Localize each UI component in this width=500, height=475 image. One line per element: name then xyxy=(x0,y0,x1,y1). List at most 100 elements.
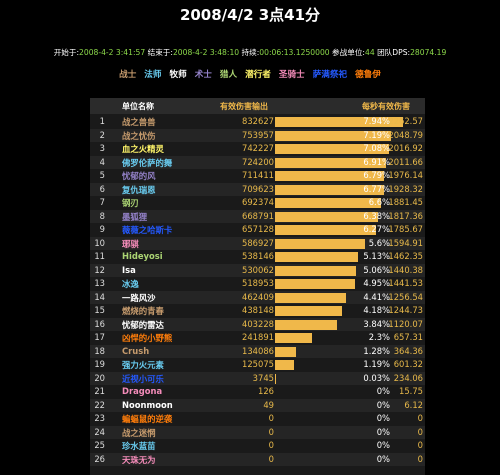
dps-value: 1976.14 xyxy=(388,170,423,180)
damage-percent: 6.77% xyxy=(363,183,390,194)
legend-item: 术士 xyxy=(194,70,212,80)
table-row: 26 天珠无为 0 0% 0 xyxy=(90,452,425,466)
table-row: 12 Isa 530062 5.06% 1440.38 xyxy=(90,263,425,277)
start-label: 开始于: xyxy=(53,48,80,57)
damage-percent: 0% xyxy=(376,413,390,423)
unit-name: 钢刃 xyxy=(122,198,139,208)
damage-bar xyxy=(275,265,357,276)
dps-value: 0 xyxy=(417,440,423,450)
unit-name: 佛罗伦萨的舞 xyxy=(122,157,173,168)
dps-value: 1440.38 xyxy=(388,264,423,275)
row-rank: 9 xyxy=(99,224,105,234)
table-row: 11 Hideyosi 538146 5.13% 1462.35 xyxy=(90,250,425,264)
start-value: 2008-4-2 3:41:57 xyxy=(79,48,146,57)
damage-percent: 5.06% xyxy=(363,264,390,275)
damage-bar xyxy=(275,225,377,235)
damage-value: 241891 xyxy=(242,332,274,342)
unit-name: Hideyosi xyxy=(122,251,163,261)
unit-name: 薇薇之哈斯卡 xyxy=(122,225,173,235)
row-rank: 26 xyxy=(94,453,105,464)
unit-name: 天珠无为 xyxy=(122,454,156,465)
damage-percent: 7.19% xyxy=(363,129,390,140)
row-rank: 12 xyxy=(94,264,105,275)
row-rank: 10 xyxy=(94,237,105,248)
end-value: 2008-4-2 3:48:10 xyxy=(172,48,240,57)
unit-name: 琊骐 xyxy=(122,238,139,249)
units-label: 参战单位: xyxy=(332,48,365,57)
row-rank: 15 xyxy=(94,305,105,315)
damage-value: 832627 xyxy=(242,116,274,126)
table-row: 19 强力火元素 125075 1.19% 601.32 xyxy=(90,358,425,372)
row-rank: 24 xyxy=(94,426,105,437)
info-bar: 开始于:2008-4-2 3:41:57 结束于:2008-4-2 3:48:1… xyxy=(0,47,500,58)
table-row: 3 血之火精灵 742227 7.08% 2016.92 xyxy=(90,142,425,156)
unit-name: 忧郁的雷达 xyxy=(122,319,164,330)
dps-value: 0 xyxy=(417,413,423,423)
damage-percent: 0.03% xyxy=(363,372,390,383)
table-row: 17 凶悍的小野熊 241891 2.3% 657.31 xyxy=(90,331,425,345)
legend-item: 德鲁伊 xyxy=(355,70,381,80)
table-row: 10 琊骐 586927 5.6% 1594.91 xyxy=(90,236,425,250)
dps-value: 1817.36 xyxy=(388,210,423,221)
end-label: 结束于: xyxy=(147,48,173,57)
table-row: 24 战之迷惘 0 0% 0 xyxy=(90,425,425,439)
dps-value: 1256.54 xyxy=(388,291,423,302)
damage-bar xyxy=(275,333,313,343)
row-rank: 1 xyxy=(99,116,105,126)
damage-percent: 0% xyxy=(376,453,390,464)
class-legend: 战士 法师 牧师 术士 猎人 潜行者 圣骑士 萨满祭祀 德鲁伊 xyxy=(0,68,500,80)
damage-bar xyxy=(275,306,343,316)
unit-name: 蝙蝠鼠的逆袭 xyxy=(122,414,173,424)
damage-value: 462409 xyxy=(242,291,274,302)
damage-bar xyxy=(275,117,403,127)
table-row: 13 冰逸 518953 4.95% 1441.53 xyxy=(90,277,425,291)
team-dps-label: 团队DPS: xyxy=(377,48,411,57)
damage-value: 0 xyxy=(268,440,274,450)
table-row: 14 一路风沙 462409 4.41% 1256.54 xyxy=(90,290,425,304)
dps-value: 1928.32 xyxy=(388,183,423,194)
damage-value: 709623 xyxy=(242,183,274,194)
duration-label: 持续: xyxy=(241,48,260,57)
table-row: 21 Dragona 126 0% 15.75 xyxy=(90,385,425,399)
unit-name: Dragona xyxy=(122,386,163,396)
legend-item: 猎人 xyxy=(219,70,238,80)
damage-value: 742227 xyxy=(242,143,274,153)
damage-value: 711411 xyxy=(242,170,274,180)
damage-bar xyxy=(275,171,385,181)
legend-item: 牧师 xyxy=(169,70,187,80)
table-row: 23 蝙蝠鼠的逆袭 0 0% 0 xyxy=(90,412,425,426)
damage-value: 586927 xyxy=(242,237,274,248)
damage-bar xyxy=(275,279,355,289)
damage-value: 518953 xyxy=(242,278,274,288)
unit-name: 凶悍的小野熊 xyxy=(122,333,173,343)
legend-item: 战士 xyxy=(119,70,137,80)
dps-value: 2048.79 xyxy=(388,129,423,140)
table-row: 20 近视小可乐 3745 0.03% 234.06 xyxy=(90,371,425,385)
table-row: 25 珍水蓝苗 0 0% 0 xyxy=(90,439,425,453)
row-rank: 2 xyxy=(99,129,105,140)
row-rank: 5 xyxy=(99,170,105,180)
legend-item: 潜行者 xyxy=(245,70,271,80)
row-rank: 13 xyxy=(94,278,105,288)
dps-value: 2262.57 xyxy=(388,116,423,126)
dps-value: 657.31 xyxy=(393,332,423,342)
unit-name: 血之火精灵 xyxy=(122,144,164,154)
table-row: 5 忧郁的风 711411 6.79% 1976.14 xyxy=(90,169,425,183)
dps-value: 1785.67 xyxy=(388,224,423,234)
row-rank: 4 xyxy=(99,156,105,167)
row-rank: 14 xyxy=(94,291,105,302)
damage-percent: 5.13% xyxy=(363,251,390,261)
dps-value: 1244.73 xyxy=(388,305,423,315)
dps-value: 601.32 xyxy=(393,359,423,369)
unit-name: 冰逸 xyxy=(122,279,139,289)
table-header: 单位名称 有效伤害输出 每秒有效伤害 xyxy=(90,98,425,114)
unit-name: 一路风沙 xyxy=(122,292,156,303)
damage-percent: 1.28% xyxy=(363,345,390,356)
row-rank: 6 xyxy=(99,183,105,194)
damage-bar xyxy=(275,252,358,262)
table-row: 15 燃烧的青春 438148 4.18% 1244.73 xyxy=(90,304,425,318)
damage-percent: 5.6% xyxy=(368,237,390,248)
report-title: 2008/4/2 3点41分 xyxy=(179,6,321,24)
table-row: 2 战之忧伤 753957 7.19% 2048.79 xyxy=(90,128,425,142)
dps-value: 1441.53 xyxy=(388,278,423,288)
